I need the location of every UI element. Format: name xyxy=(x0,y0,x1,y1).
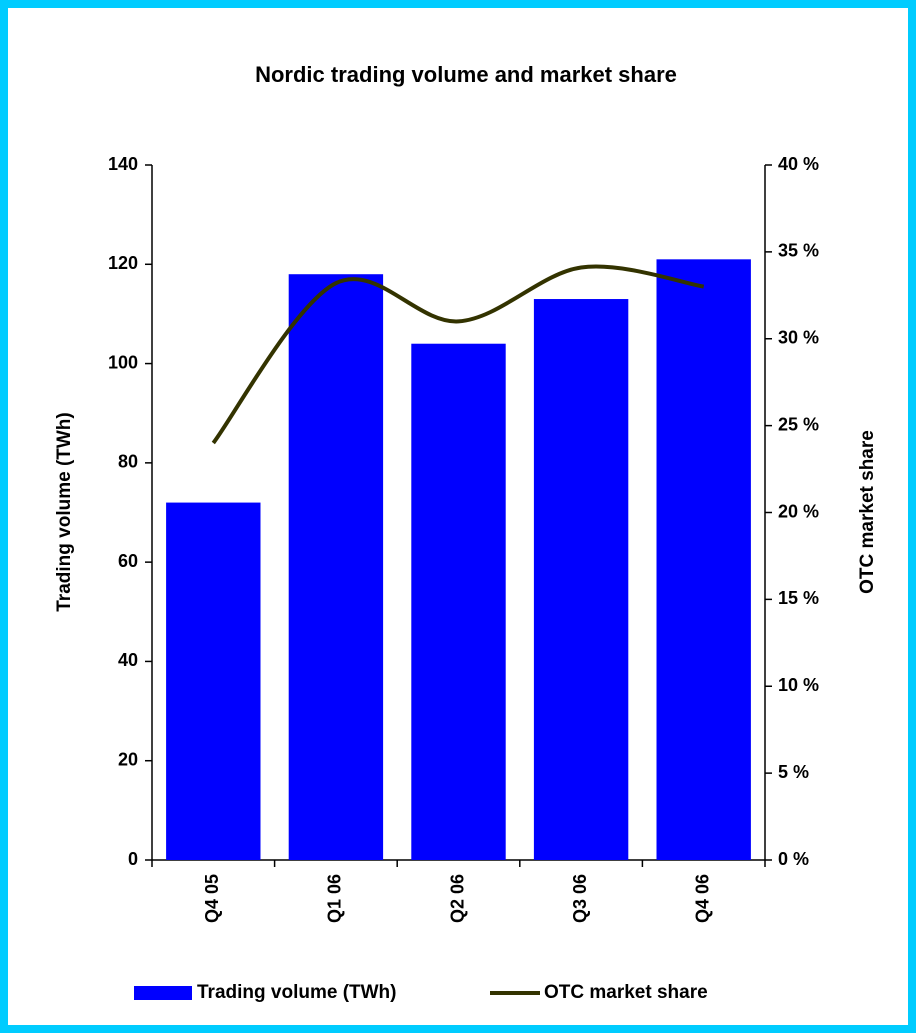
y2-tick-label: 15 % xyxy=(778,588,819,608)
x-tick-label: Q4 05 xyxy=(202,874,222,923)
y2-tick-label: 10 % xyxy=(778,675,819,695)
bar xyxy=(533,299,629,860)
chart-title: Nordic trading volume and market share xyxy=(255,62,677,87)
x-tick-label: Q3 06 xyxy=(570,874,590,923)
x-tick-label: Q2 06 xyxy=(447,874,467,923)
legend-swatch xyxy=(134,986,192,1000)
x-tick-label: Q4 06 xyxy=(692,874,712,923)
y2-tick-label: 20 % xyxy=(778,501,819,521)
y-tick-label: 60 xyxy=(118,551,138,571)
y-tick-label: 140 xyxy=(108,154,138,174)
y-tick-label: 120 xyxy=(108,253,138,273)
bar xyxy=(166,502,261,860)
y-tick-label: 100 xyxy=(108,352,138,372)
y-tick-label: 40 xyxy=(118,650,138,670)
y2-axis-title: OTC market share xyxy=(857,430,878,594)
legend-label: OTC market share xyxy=(544,982,708,1003)
y2-tick-label: 40 % xyxy=(778,154,819,174)
legend-label: Trading volume (TWh) xyxy=(197,982,397,1003)
y2-tick-label: 35 % xyxy=(778,241,819,261)
y-tick-label: 80 xyxy=(118,452,138,472)
y-axis-title: Trading volume (TWh) xyxy=(54,412,75,612)
y2-tick-label: 0 % xyxy=(778,849,809,869)
x-tick-label: Q1 06 xyxy=(325,874,345,923)
line xyxy=(211,264,705,445)
bar xyxy=(656,259,751,861)
y2-tick-label: 25 % xyxy=(778,414,819,434)
bar xyxy=(411,343,506,860)
bar xyxy=(288,274,384,860)
y-tick-label: 20 xyxy=(118,749,138,769)
y2-tick-label: 30 % xyxy=(778,328,819,348)
y-tick-label: 0 xyxy=(128,849,138,869)
y2-tick-label: 5 % xyxy=(778,762,809,782)
